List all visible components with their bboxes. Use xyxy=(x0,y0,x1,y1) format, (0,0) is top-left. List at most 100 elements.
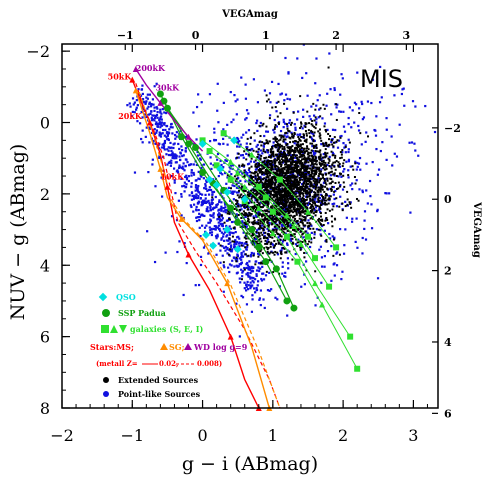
extended-source xyxy=(289,209,292,212)
pointlike-source xyxy=(179,152,182,155)
pointlike-source xyxy=(242,156,245,159)
pointlike-source xyxy=(299,177,302,181)
extended-source xyxy=(285,163,288,166)
pointlike-source xyxy=(328,199,331,202)
pointlike-source xyxy=(173,142,176,145)
galaxy-point xyxy=(213,162,220,169)
pointlike-source xyxy=(129,105,132,108)
extended-source xyxy=(281,203,284,206)
pointlike-source xyxy=(351,187,354,191)
pointlike-source xyxy=(209,214,212,217)
pointlike-source xyxy=(239,281,242,284)
extended-source xyxy=(341,165,344,168)
extended-source xyxy=(302,201,305,204)
pointlike-source xyxy=(341,270,344,273)
pointlike-source xyxy=(347,158,351,161)
extended-source xyxy=(346,203,349,206)
pointlike-source xyxy=(142,101,146,104)
pointlike-source xyxy=(167,146,170,149)
extended-source xyxy=(319,170,322,173)
extended-source xyxy=(287,175,290,178)
extended-source xyxy=(300,125,303,128)
extended-source xyxy=(316,168,319,171)
extended-source xyxy=(292,198,295,201)
extended-source xyxy=(301,202,304,205)
pointlike-source xyxy=(203,226,207,229)
extended-source xyxy=(291,148,294,151)
extended-source xyxy=(307,156,310,159)
extended-source xyxy=(279,195,282,198)
pointlike-source xyxy=(272,244,275,247)
extended-source xyxy=(265,156,268,159)
pointlike-source xyxy=(312,151,315,154)
pointlike-source xyxy=(239,204,242,207)
pointlike-source xyxy=(261,224,264,227)
pointlike-source xyxy=(246,255,249,258)
extended-source xyxy=(298,181,301,184)
pointlike-source xyxy=(259,177,263,180)
extended-source xyxy=(299,170,302,173)
extended-source xyxy=(280,196,283,199)
extended-source xyxy=(284,190,287,193)
extended-source xyxy=(344,145,347,148)
extended-source xyxy=(241,189,244,192)
extended-source xyxy=(291,145,294,148)
extended-source xyxy=(284,172,287,175)
panel-label: MIS xyxy=(360,65,403,93)
pointlike-source xyxy=(256,129,259,133)
extended-source xyxy=(300,122,303,125)
extended-source xyxy=(290,194,293,197)
ms-point xyxy=(164,183,171,190)
x-tick-label: 0 xyxy=(197,426,207,445)
pointlike-source xyxy=(192,173,196,176)
pointlike-source xyxy=(318,108,321,111)
extended-source xyxy=(261,214,264,217)
extended-source xyxy=(306,110,309,113)
pointlike-source xyxy=(249,284,252,287)
extended-source xyxy=(284,163,287,166)
extended-source xyxy=(249,214,252,217)
extended-source xyxy=(337,181,340,184)
pointlike-source xyxy=(192,111,195,114)
pointlike-source xyxy=(220,201,223,204)
extended-source xyxy=(309,164,312,167)
pointlike-source xyxy=(246,264,250,267)
pointlike-source xyxy=(348,106,351,109)
extended-source xyxy=(295,230,298,233)
pointlike-source xyxy=(201,201,204,204)
extended-source xyxy=(293,170,296,173)
extended-source xyxy=(263,220,266,223)
extended-source xyxy=(288,182,291,185)
sg-track-dashed xyxy=(138,92,281,409)
legend-metal-a-label: 0.02, xyxy=(159,359,179,368)
pointlike-source xyxy=(254,237,258,240)
pointlike-source xyxy=(198,219,201,222)
pointlike-source xyxy=(192,163,195,166)
pointlike-source xyxy=(231,164,235,167)
extended-source xyxy=(258,124,261,127)
extended-source xyxy=(329,177,332,180)
pointlike-source xyxy=(196,188,199,192)
pointlike-source xyxy=(190,169,193,172)
extended-source xyxy=(226,174,229,177)
pointlike-source xyxy=(345,160,348,163)
extended-source xyxy=(299,167,302,170)
extended-source xyxy=(231,240,234,243)
pointlike-source xyxy=(252,266,255,270)
extended-source xyxy=(306,202,309,205)
pointlike-source xyxy=(339,184,342,187)
extended-source xyxy=(306,214,309,217)
extended-source xyxy=(324,202,327,205)
pointlike-source xyxy=(281,224,284,228)
pointlike-source xyxy=(267,194,270,198)
extended-source xyxy=(277,233,280,236)
extended-source xyxy=(258,242,261,245)
pointlike-source xyxy=(145,115,148,119)
extended-source xyxy=(289,141,292,144)
pointlike-source xyxy=(222,137,225,140)
pointlike-source xyxy=(230,248,234,251)
extended-source xyxy=(313,169,316,172)
extended-source xyxy=(303,151,306,154)
extended-source xyxy=(272,171,275,174)
pointlike-source xyxy=(203,214,206,218)
